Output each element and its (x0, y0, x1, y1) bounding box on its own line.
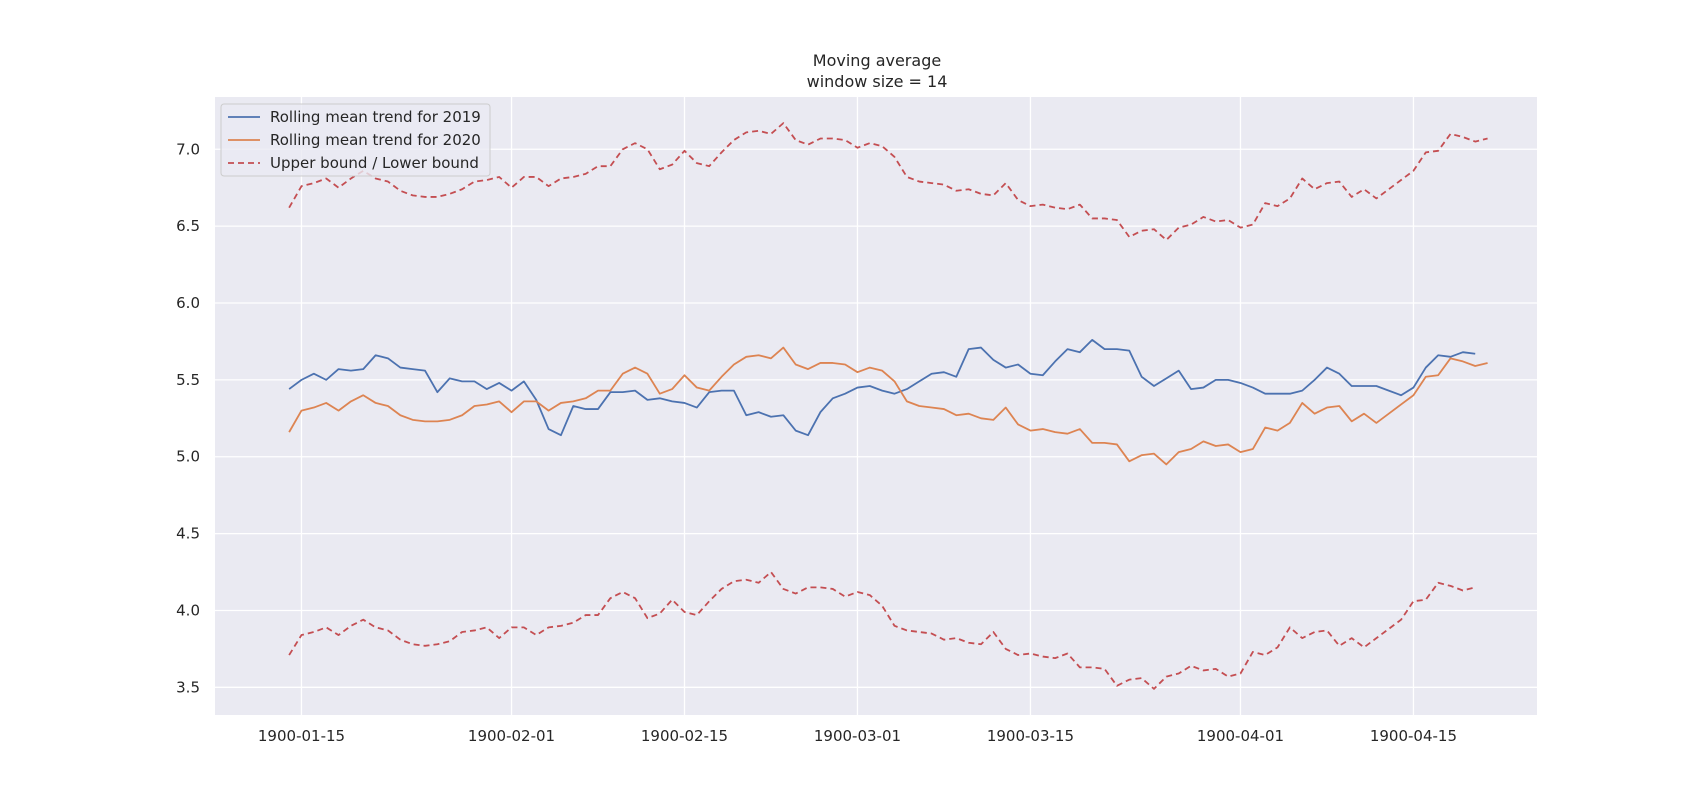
x-tick-label: 1900-01-15 (258, 727, 345, 745)
chart-title-line-2: window size = 14 (807, 72, 948, 91)
plot-area (215, 97, 1537, 715)
y-tick-label: 5.0 (176, 448, 200, 466)
y-tick-label: 4.5 (176, 525, 200, 543)
x-tick-label: 1900-03-01 (814, 727, 901, 745)
x-axis-ticks: 1900-01-15 1900-02-01 1900-02-15 1900-03-01… (258, 727, 1457, 745)
y-tick-label: 3.5 (176, 678, 200, 696)
y-axis-ticks: 3.5 4.0 4.5 5.0 5.5 6.0 6.5 7.0 (176, 140, 200, 696)
y-tick-label: 7.0 (176, 140, 200, 158)
chart-title-line-1: Moving average (813, 51, 941, 70)
y-tick-label: 5.5 (176, 371, 200, 389)
x-tick-label: 1900-04-15 (1370, 727, 1457, 745)
x-tick-label: 1900-02-15 (641, 727, 728, 745)
x-tick-label: 1900-03-15 (987, 727, 1074, 745)
y-tick-label: 6.0 (176, 294, 200, 312)
series-line-2 (288, 122, 1488, 241)
series-lines (288, 122, 1488, 690)
legend-box (220, 103, 491, 177)
legend: Rolling mean trend for 2019 Rolling mean… (220, 103, 491, 177)
y-tick-label: 6.5 (176, 217, 200, 235)
legend-label-2020: Rolling mean trend for 2020 (270, 131, 481, 149)
legend-label-2019: Rolling mean trend for 2019 (270, 108, 481, 126)
y-tick-label: 4.0 (176, 601, 200, 619)
series-line-3 (288, 571, 1476, 690)
legend-label-bounds: Upper bound / Lower bound (270, 154, 479, 172)
x-tick-label: 1900-04-01 (1197, 727, 1284, 745)
x-tick-label: 1900-02-01 (468, 727, 555, 745)
series-line-0 (288, 338, 1476, 437)
series-line-1 (288, 346, 1488, 466)
